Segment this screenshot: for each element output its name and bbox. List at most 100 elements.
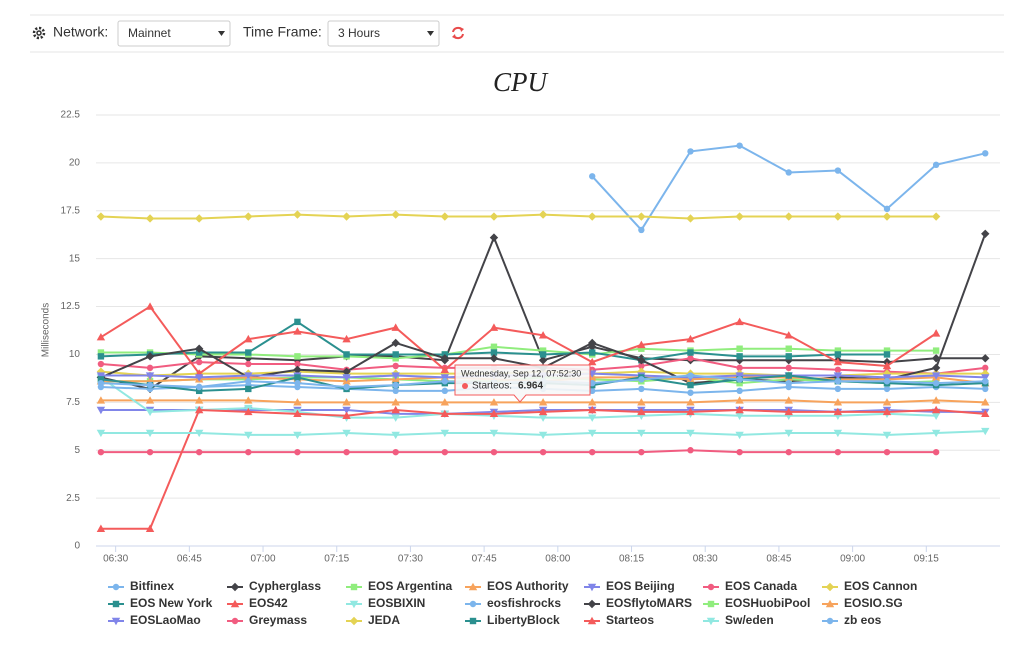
timeframe-label: Time Frame: xyxy=(243,24,322,40)
data-point xyxy=(686,334,695,343)
settings-icon xyxy=(32,26,46,40)
tooltip-title: Wednesday, Sep 12, 07:52:30 xyxy=(461,368,581,378)
data-point xyxy=(294,448,301,456)
data-point xyxy=(833,372,843,380)
data-point xyxy=(931,412,941,420)
data-point xyxy=(736,387,743,395)
x-tick-label: 09:15 xyxy=(914,554,939,565)
legend-marker xyxy=(587,616,597,625)
data-point xyxy=(293,327,302,335)
data-point xyxy=(96,524,106,532)
data-point xyxy=(440,409,450,418)
data-point xyxy=(588,405,597,414)
data-point xyxy=(834,378,842,385)
data-point xyxy=(882,374,892,382)
legend-marker xyxy=(112,600,120,608)
data-point xyxy=(145,352,155,361)
data-point xyxy=(342,374,351,382)
data-point xyxy=(146,448,154,456)
y-tick-label: 22.5 xyxy=(61,110,81,121)
data-point xyxy=(392,381,399,389)
data-point xyxy=(441,448,449,456)
refresh-button[interactable] xyxy=(452,26,464,40)
data-point xyxy=(736,345,743,352)
data-point xyxy=(588,429,597,438)
data-point xyxy=(440,398,450,406)
data-point xyxy=(538,355,548,365)
legend-marker xyxy=(350,583,358,591)
data-point xyxy=(145,372,155,380)
x-tick-label: 07:15 xyxy=(324,554,349,565)
data-point xyxy=(833,212,843,221)
data-point xyxy=(637,355,646,365)
data-point xyxy=(293,365,302,374)
data-point xyxy=(735,412,744,420)
data-point xyxy=(392,355,399,362)
data-point xyxy=(440,374,450,382)
data-point xyxy=(638,362,645,370)
data-point xyxy=(293,398,302,406)
data-point xyxy=(245,349,252,356)
y-tick-label: 12.5 xyxy=(61,301,81,312)
data-point xyxy=(194,405,204,414)
y-tick-label: 0 xyxy=(74,541,80,552)
data-point xyxy=(245,385,252,393)
data-point xyxy=(637,212,646,221)
data-point xyxy=(883,347,891,354)
data-point xyxy=(244,396,253,404)
data-point xyxy=(736,376,743,383)
tooltip: Wednesday, Sep 12, 07:52:30 Starteos: 6.96… xyxy=(454,364,591,403)
data-point xyxy=(785,364,792,372)
data-point xyxy=(833,357,843,366)
legend-marker xyxy=(112,583,120,591)
data-point xyxy=(588,338,597,348)
data-point xyxy=(834,347,842,354)
data-point xyxy=(834,167,842,174)
data-point xyxy=(589,387,596,395)
data-point xyxy=(981,427,990,436)
tooltip-box xyxy=(454,364,591,403)
dropdown-arrow xyxy=(427,31,434,36)
legend-marker xyxy=(825,599,835,608)
x-tick-label: 06:45 xyxy=(177,554,202,565)
data-point xyxy=(981,398,990,406)
y-tick-label: 15 xyxy=(69,253,81,264)
data-point xyxy=(392,448,399,456)
x-tick-label: 08:45 xyxy=(766,554,791,565)
data-point xyxy=(244,407,253,416)
legend-label: Cypherglass xyxy=(249,579,321,593)
legend-marker xyxy=(825,582,835,592)
data-point xyxy=(96,212,106,221)
data-point xyxy=(97,360,105,368)
data-point xyxy=(489,429,499,438)
data-point xyxy=(735,405,744,414)
data-point xyxy=(245,360,252,368)
data-point xyxy=(392,362,399,370)
data-point xyxy=(441,378,449,385)
legend-marker xyxy=(706,617,716,626)
data-point xyxy=(833,429,843,438)
y-tick-label: 5 xyxy=(74,445,80,456)
data-point xyxy=(194,374,204,382)
data-point xyxy=(883,448,891,456)
y-tick-label: 10 xyxy=(69,349,81,360)
legend-marker xyxy=(468,582,478,591)
data-point xyxy=(687,355,694,362)
data-point xyxy=(833,407,843,416)
series-line xyxy=(100,213,937,220)
y-tick-label: 17.5 xyxy=(61,205,81,216)
data-point xyxy=(735,317,744,326)
legend-marker xyxy=(707,600,715,608)
data-point xyxy=(687,349,694,356)
timeframe-select[interactable] xyxy=(327,20,440,47)
data-point xyxy=(981,354,990,363)
data-point xyxy=(735,372,744,380)
data-point xyxy=(736,364,743,372)
data-point xyxy=(343,383,350,391)
data-point xyxy=(735,355,744,365)
x-tick-label: 07:45 xyxy=(472,554,497,565)
data-point xyxy=(784,331,793,339)
data-point xyxy=(96,429,106,438)
network-select[interactable] xyxy=(117,20,231,47)
